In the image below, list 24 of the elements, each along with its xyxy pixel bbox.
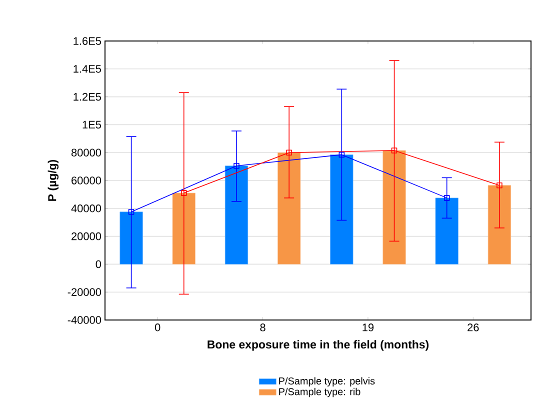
y-tick-label: 1.2E5 xyxy=(74,92,102,101)
y-tick-label: 1.4E5 xyxy=(74,65,102,73)
x-tick-label: 0 xyxy=(154,324,160,332)
y-tick-label: -20000 xyxy=(68,288,102,296)
y-tick-label: 20000 xyxy=(72,232,102,240)
y-tick-label: 40000 xyxy=(71,204,102,212)
x-tick-label: 8 xyxy=(260,324,266,332)
y-tick-label: 1E5 xyxy=(82,120,102,129)
y-tick-label: 60000 xyxy=(72,176,102,184)
bar xyxy=(224,166,248,264)
x-tick-label: 26 xyxy=(468,324,479,332)
x-axis-title: Bone exposure time in the field (months) xyxy=(208,340,429,351)
bar xyxy=(120,212,143,264)
bar xyxy=(435,198,458,264)
legend-label: P/Sample type: rib xyxy=(279,388,360,398)
y-tick-label: 1.6E5 xyxy=(74,37,102,45)
y-tick-label: 80000 xyxy=(71,148,102,156)
legend-label: P/Sample type: pelvis xyxy=(279,377,375,386)
bar xyxy=(278,152,301,264)
y-tick-label: -40000 xyxy=(68,316,102,324)
y-axis-title: P (µg/g) xyxy=(48,160,59,201)
bar xyxy=(172,192,196,264)
y-tick-label: 0 xyxy=(96,260,102,268)
x-tick-label: 19 xyxy=(362,324,374,332)
